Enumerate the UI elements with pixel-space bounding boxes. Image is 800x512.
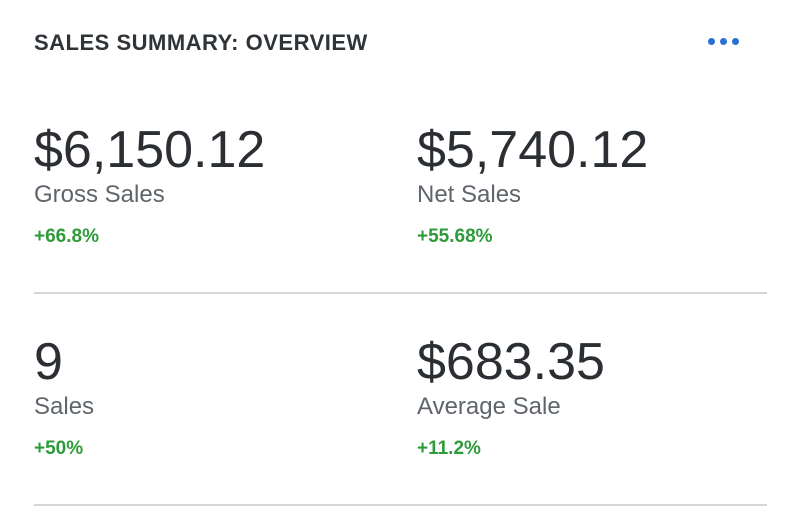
metric: 9 Sales +50%	[34, 332, 394, 460]
metric-value: $683.35	[417, 333, 605, 391]
divider	[34, 504, 767, 506]
metric-label: Gross Sales	[34, 181, 165, 208]
metric-change: +66.8%	[34, 226, 99, 247]
title: SALES SUMMARY: OVERVIEW	[34, 30, 368, 55]
metric: $5,740.12 Net Sales +55.68%	[417, 120, 777, 248]
metric: $683.35 Average Sale +11.2%	[417, 332, 777, 460]
metric-label: Average Sale	[417, 393, 561, 420]
metric-label: Sales	[34, 393, 95, 420]
metric-value: $6,150.12	[34, 121, 266, 179]
metric-label: Net Sales	[417, 181, 522, 208]
metric: $6,150.12 Gross Sales +66.8%	[34, 120, 394, 248]
more-menu[interactable]	[708, 38, 739, 45]
metric-value: 9	[34, 333, 63, 391]
metric-change: +50%	[34, 438, 84, 459]
divider	[34, 292, 767, 294]
metric-change: +11.2%	[417, 438, 481, 459]
metric-change: +55.68%	[417, 226, 493, 247]
metric-value: $5,740.12	[417, 121, 649, 179]
